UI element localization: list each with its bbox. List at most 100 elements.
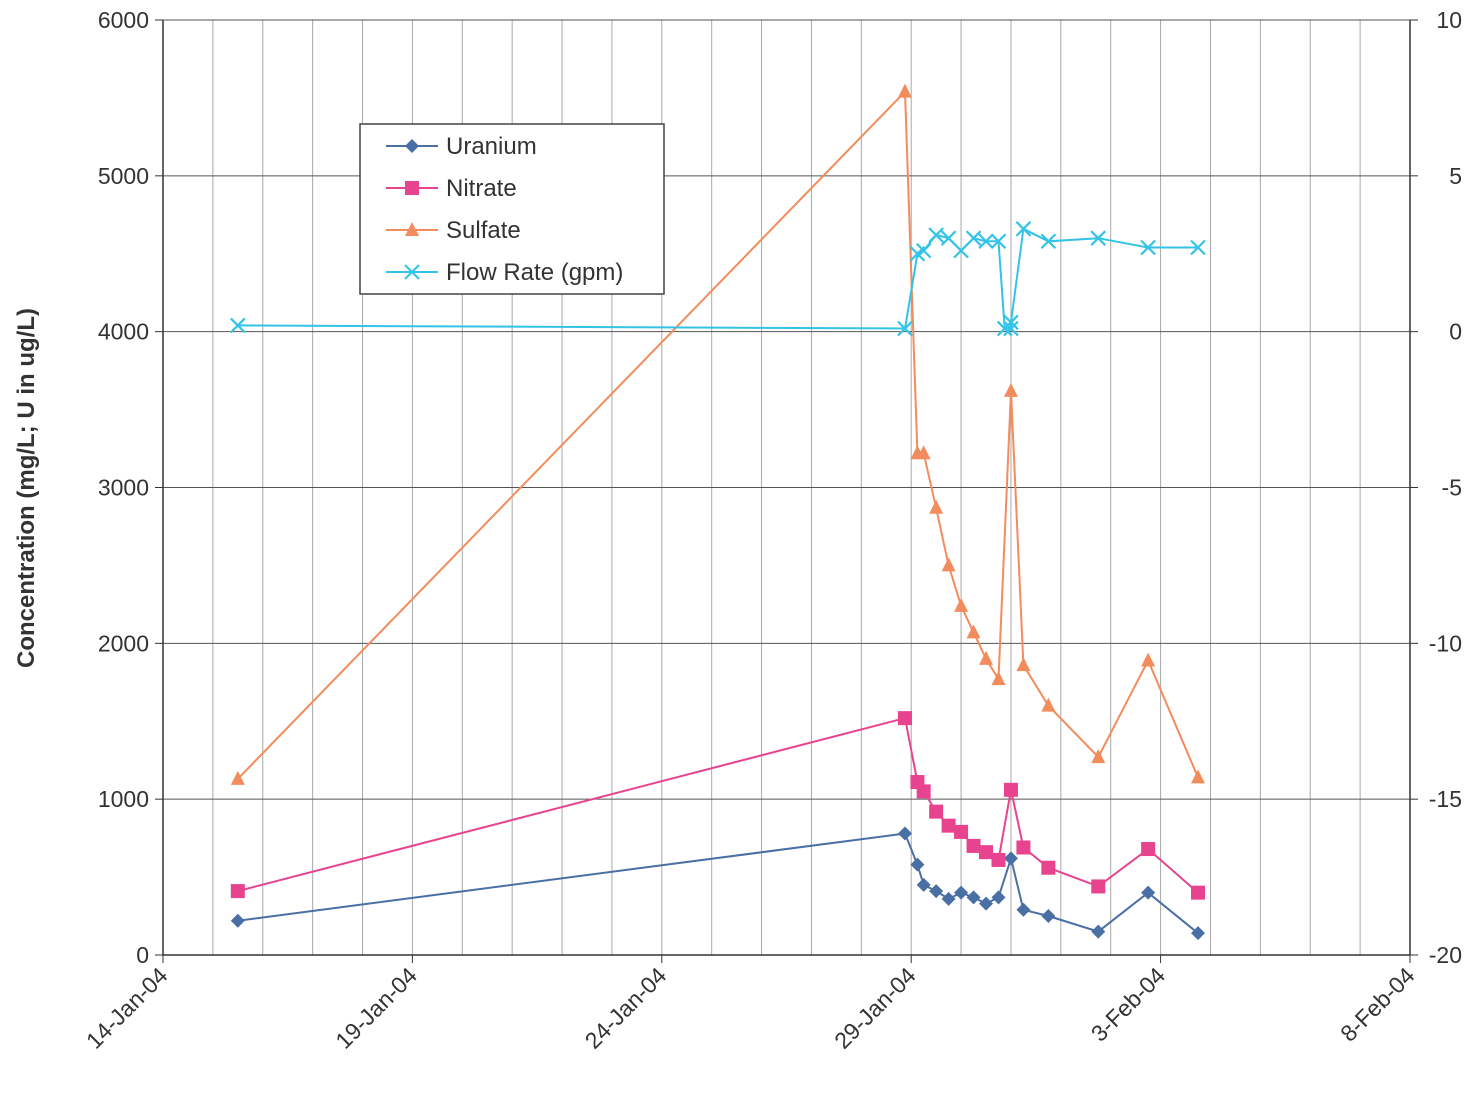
data-point-flow-rate-gpm xyxy=(990,233,1007,250)
marker-stroke xyxy=(915,242,932,259)
marker-stroke xyxy=(1015,221,1032,237)
marker-stroke xyxy=(230,317,246,334)
data-point-flow-rate-gpm xyxy=(1040,233,1057,250)
series-flow-rate-gpm xyxy=(230,221,1206,337)
x-tick-label: 8-Feb-04 xyxy=(1335,962,1420,1047)
legend-marker xyxy=(405,222,419,236)
data-point-flow-rate-gpm xyxy=(965,230,982,246)
y-tick-label: 6000 xyxy=(98,7,149,33)
data-point-nitrate xyxy=(929,804,944,819)
marker-stroke xyxy=(897,320,913,337)
data-point-sulfate xyxy=(1191,769,1206,784)
legend-label: Flow Rate (gpm) xyxy=(446,259,623,286)
marker-stroke xyxy=(928,227,944,243)
marker-stroke xyxy=(1190,239,1206,256)
data-point-uranium xyxy=(979,896,994,911)
data-point-uranium xyxy=(230,913,245,928)
y2-tick-label: -5 xyxy=(1442,475,1462,501)
data-point-uranium xyxy=(1003,851,1018,866)
y-tick-label: 2000 xyxy=(98,630,149,656)
axes: 0 1000 2000 3000 4000 5000 6000 -20 -15 -10 -5 0 5 10… xyxy=(81,7,1462,1054)
data-point-nitrate xyxy=(941,818,956,833)
marker-stroke xyxy=(1090,230,1107,246)
data-point-sulfate xyxy=(897,83,912,98)
series-line-uranium xyxy=(237,832,1199,934)
data-point-sulfate xyxy=(1091,749,1106,764)
data-point-nitrate xyxy=(954,824,969,839)
marker-stroke xyxy=(1040,233,1057,250)
data-point-flow-rate-gpm xyxy=(953,242,969,259)
data-point-sulfate xyxy=(1003,382,1018,397)
y2-tick-label: 0 xyxy=(1449,319,1462,345)
series-nitrate xyxy=(230,711,1206,900)
marker-stroke xyxy=(953,242,969,259)
data-point-uranium xyxy=(1016,902,1031,917)
marker-stroke xyxy=(1003,320,1019,337)
data-point-sulfate xyxy=(979,650,994,665)
data-point-flow-rate-gpm xyxy=(915,242,932,259)
data-point-flow-rate-gpm xyxy=(1003,314,1019,331)
data-point-flow-rate-gpm xyxy=(230,317,246,334)
data-point-uranium xyxy=(897,826,912,841)
marker-stroke xyxy=(1140,239,1156,256)
series-uranium xyxy=(230,826,1206,941)
legend-box xyxy=(359,123,665,295)
data-point-nitrate xyxy=(966,838,981,853)
data-point-sulfate xyxy=(929,499,944,514)
y-tick-label: 3000 xyxy=(98,475,149,501)
x-tick-label: 29-Jan-04 xyxy=(829,962,921,1054)
data-point-nitrate xyxy=(1041,860,1056,875)
data-point-nitrate xyxy=(979,845,994,860)
data-point-sulfate xyxy=(954,597,969,612)
x-tick-label: 3-Feb-04 xyxy=(1086,962,1171,1047)
data-point-uranium xyxy=(966,890,981,905)
legend-marker xyxy=(405,139,419,153)
data-point-uranium xyxy=(929,884,944,899)
marker-stroke xyxy=(404,264,420,280)
data-point-uranium xyxy=(910,857,925,872)
data-point-nitrate xyxy=(230,884,245,899)
y2-tick-label: -15 xyxy=(1429,786,1462,812)
data-point-uranium xyxy=(1041,909,1056,924)
data-point-nitrate xyxy=(1003,782,1018,797)
data-point-nitrate xyxy=(1191,885,1206,900)
series-sulfate xyxy=(230,83,1206,785)
data-point-flow-rate-gpm xyxy=(1140,239,1156,256)
data-point-uranium xyxy=(1091,924,1106,939)
data-point-uranium xyxy=(954,885,969,900)
y-tick-label: 1000 xyxy=(98,786,149,812)
series xyxy=(230,83,1206,941)
legend-item-nitrate: Nitrate xyxy=(386,175,517,202)
marker-stroke xyxy=(1003,314,1019,331)
x-tick-label: 24-Jan-04 xyxy=(580,962,672,1054)
y2-tick-label: 10 xyxy=(1436,7,1462,33)
legend-label: Uranium xyxy=(446,133,537,160)
legend-marker xyxy=(405,181,419,195)
legend-label: Nitrate xyxy=(446,175,517,202)
legend-item-sulfate: Sulfate xyxy=(386,217,521,244)
data-point-uranium xyxy=(1141,885,1156,900)
legend-marker xyxy=(404,264,420,280)
y2-tick-label: 5 xyxy=(1449,163,1462,189)
data-point-sulfate xyxy=(916,445,931,460)
legend: Uranium Nitrate Sulfate Flow Rate (gpm) xyxy=(359,123,665,295)
data-point-flow-rate-gpm xyxy=(1190,239,1206,256)
data-point-sulfate xyxy=(966,624,981,639)
data-point-uranium xyxy=(916,877,931,892)
marker-stroke xyxy=(965,230,982,246)
data-point-sulfate xyxy=(941,557,956,572)
grid xyxy=(162,19,1411,956)
legend-label: Sulfate xyxy=(446,217,521,244)
data-point-flow-rate-gpm xyxy=(1090,230,1107,246)
data-point-nitrate xyxy=(1091,879,1106,894)
y-tick-label: 4000 xyxy=(98,319,149,345)
y-tick-label: 5000 xyxy=(98,163,149,189)
data-point-flow-rate-gpm xyxy=(928,227,944,243)
marker-stroke xyxy=(990,233,1007,250)
data-point-nitrate xyxy=(991,852,1006,867)
data-point-nitrate xyxy=(1016,840,1031,855)
data-point-flow-rate-gpm xyxy=(978,233,994,250)
data-point-sulfate xyxy=(991,671,1006,686)
y-tick-label: 0 xyxy=(136,942,149,968)
